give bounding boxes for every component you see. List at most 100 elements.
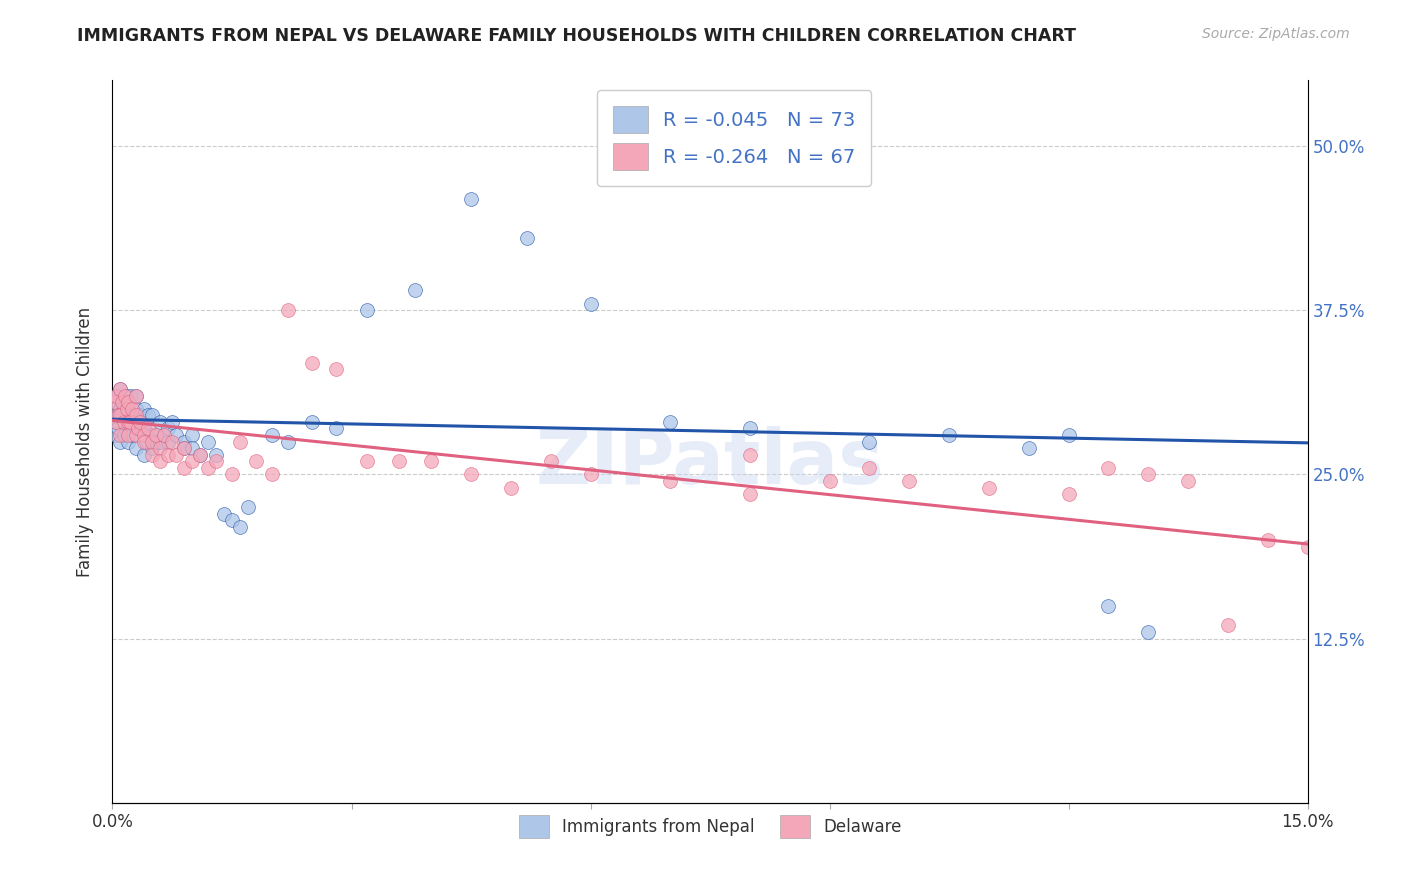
Point (121, 428, 143, 442)
Point (858, 434, 880, 449)
Point (516, 231, 538, 245)
Point (127, 415, 149, 429)
Y-axis label: Family Households with Children: Family Households with Children (76, 307, 94, 576)
Point (579, 296, 602, 310)
Text: IMMIGRANTS FROM NEPAL VS DELAWARE FAMILY HOUSEHOLDS WITH CHILDREN CORRELATION CH: IMMIGRANTS FROM NEPAL VS DELAWARE FAMILY… (77, 27, 1077, 45)
Point (325, 362, 347, 376)
Point (141, 441, 163, 455)
Point (579, 467, 602, 482)
Point (125, 388, 148, 402)
Point (188, 448, 211, 462)
Point (1216, 618, 1239, 632)
Point (499, 481, 522, 495)
Point (165, 428, 187, 442)
Point (145, 434, 167, 449)
Point (157, 448, 180, 462)
Point (153, 428, 176, 442)
Point (117, 415, 139, 429)
Point (162, 415, 183, 429)
Point (277, 303, 299, 318)
Point (149, 415, 172, 429)
Text: Source: ZipAtlas.com: Source: ZipAtlas.com (1202, 27, 1350, 41)
Point (1097, 460, 1119, 475)
Point (117, 428, 139, 442)
Point (1057, 487, 1080, 501)
Point (108, 409, 131, 423)
Point (129, 409, 152, 423)
Point (107, 421, 129, 435)
Point (173, 441, 195, 455)
Point (153, 428, 176, 442)
Point (138, 409, 160, 423)
Point (105, 415, 128, 429)
Point (149, 434, 172, 449)
Point (404, 284, 426, 298)
Point (212, 507, 235, 521)
Point (134, 434, 156, 449)
Point (277, 434, 299, 449)
Point (134, 401, 156, 416)
Point (111, 395, 134, 409)
Point (110, 382, 132, 396)
Point (1137, 467, 1160, 482)
Point (659, 474, 682, 488)
Point (108, 382, 131, 396)
Point (1137, 625, 1160, 640)
Point (260, 428, 283, 442)
Point (110, 434, 132, 449)
Point (138, 421, 160, 435)
Point (229, 434, 252, 449)
Point (114, 388, 136, 402)
Point (540, 454, 562, 468)
Point (125, 388, 148, 402)
Point (157, 421, 180, 435)
Point (898, 474, 921, 488)
Point (105, 388, 128, 402)
Point (1057, 428, 1080, 442)
Point (141, 434, 163, 449)
Point (127, 421, 149, 435)
Point (1177, 474, 1199, 488)
Point (245, 454, 267, 468)
Point (221, 513, 243, 527)
Point (659, 415, 682, 429)
Point (738, 487, 761, 501)
Point (162, 434, 183, 449)
Point (157, 434, 180, 449)
Point (135, 434, 157, 449)
Point (115, 388, 138, 402)
Point (197, 434, 219, 449)
Point (117, 401, 139, 416)
Point (112, 415, 135, 429)
Point (1296, 540, 1319, 554)
Point (1257, 533, 1279, 547)
Point (118, 415, 141, 429)
Point (134, 448, 156, 462)
Point (108, 401, 131, 416)
Point (111, 409, 134, 423)
Point (104, 415, 127, 429)
Point (173, 441, 195, 455)
Point (181, 441, 204, 455)
Point (236, 500, 259, 515)
Point (125, 428, 148, 442)
Point (120, 388, 142, 402)
Point (141, 448, 163, 462)
Point (260, 467, 283, 482)
Point (388, 454, 411, 468)
Point (134, 428, 156, 442)
Point (107, 409, 129, 423)
Point (1018, 441, 1040, 455)
Point (125, 441, 148, 455)
Point (117, 395, 139, 409)
Point (197, 460, 219, 475)
Point (141, 428, 163, 442)
Point (188, 448, 211, 462)
Point (738, 448, 761, 462)
Point (115, 401, 138, 416)
Point (131, 421, 153, 435)
Point (938, 428, 960, 442)
Point (103, 409, 125, 423)
Point (460, 467, 482, 482)
Point (117, 434, 139, 449)
